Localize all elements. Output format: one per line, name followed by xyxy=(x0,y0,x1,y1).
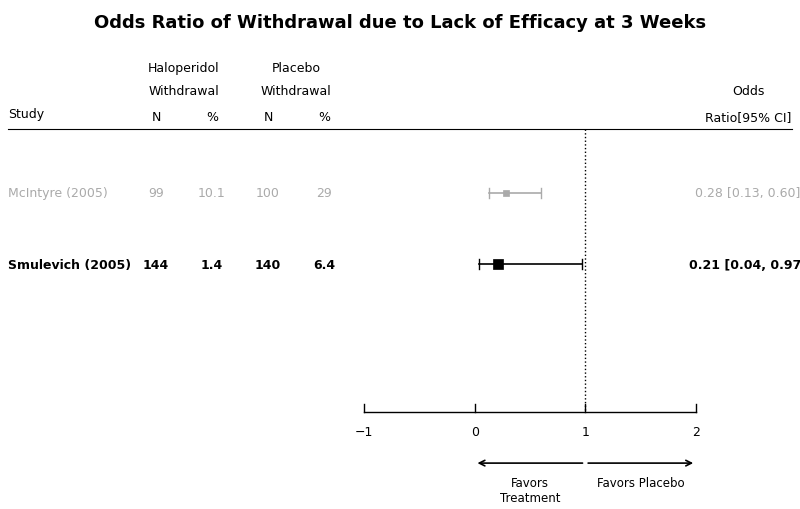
Text: 2: 2 xyxy=(692,425,700,438)
Text: %: % xyxy=(318,110,330,124)
Text: 100: 100 xyxy=(256,187,280,200)
Text: N: N xyxy=(151,110,161,124)
Text: Smulevich (2005): Smulevich (2005) xyxy=(8,258,131,271)
Text: McIntyre (2005): McIntyre (2005) xyxy=(8,187,108,200)
Text: 1.4: 1.4 xyxy=(201,258,223,271)
Text: Withdrawal: Withdrawal xyxy=(261,85,331,98)
Text: 99: 99 xyxy=(148,187,164,200)
Text: 144: 144 xyxy=(143,258,169,271)
Text: %: % xyxy=(206,110,218,124)
Text: 1: 1 xyxy=(582,425,590,438)
Text: Favors Placebo: Favors Placebo xyxy=(597,476,685,489)
Text: Placebo: Placebo xyxy=(271,62,321,75)
Text: 0.21 [0.04, 0.97]: 0.21 [0.04, 0.97] xyxy=(689,258,800,271)
Text: 29: 29 xyxy=(316,187,332,200)
Text: N: N xyxy=(263,110,273,124)
Text: Odds: Odds xyxy=(732,85,764,98)
Text: 10.1: 10.1 xyxy=(198,187,226,200)
Text: Study: Study xyxy=(8,108,44,121)
Text: 140: 140 xyxy=(255,258,281,271)
Text: Withdrawal: Withdrawal xyxy=(149,85,219,98)
Text: Haloperidol: Haloperidol xyxy=(148,62,220,75)
Text: 0: 0 xyxy=(470,425,478,438)
Text: −1: −1 xyxy=(355,425,373,438)
Text: Ratio[95% CI]: Ratio[95% CI] xyxy=(705,110,791,124)
Text: Odds Ratio of Withdrawal due to Lack of Efficacy at 3 Weeks: Odds Ratio of Withdrawal due to Lack of … xyxy=(94,14,706,32)
Text: 6.4: 6.4 xyxy=(313,258,335,271)
Text: Favors
Treatment: Favors Treatment xyxy=(500,476,560,504)
Text: 0.28 [0.13, 0.60]: 0.28 [0.13, 0.60] xyxy=(695,187,800,200)
